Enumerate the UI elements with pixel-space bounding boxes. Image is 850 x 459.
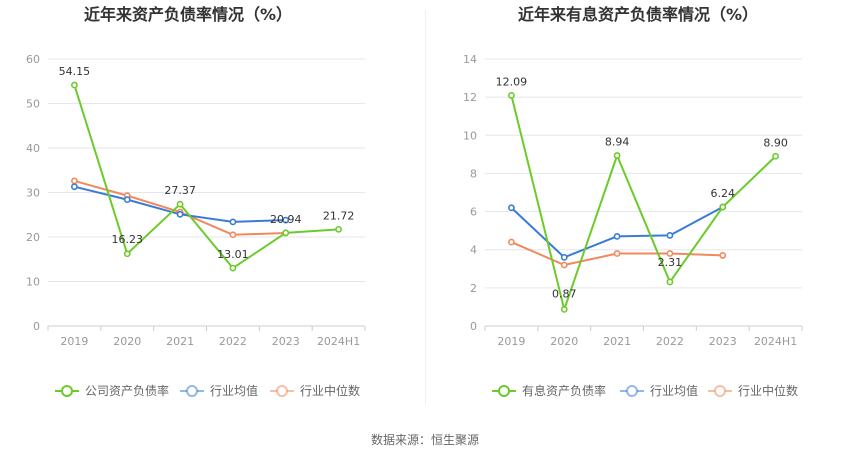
y-tick-label: 20 [26, 231, 40, 244]
x-tick-label: 2023 [709, 335, 737, 348]
panel-divider [425, 10, 426, 405]
data-point[interactable] [71, 183, 78, 191]
y-tick-label: 40 [26, 142, 40, 155]
legend-label: 行业均值 [210, 383, 258, 398]
data-point[interactable] [123, 196, 131, 204]
y-tick-label: 50 [26, 98, 40, 111]
data-label: 20.94 [270, 213, 302, 226]
y-tick-label: 4 [470, 244, 477, 257]
x-tick-label: 2019 [60, 335, 88, 348]
legend-item[interactable]: 行业均值 [620, 383, 698, 398]
data-point[interactable] [560, 306, 568, 313]
legend-label: 公司资产负债率 [85, 383, 169, 398]
data-label: 13.01 [217, 248, 249, 261]
data-point[interactable] [508, 92, 515, 99]
data-label: 6.24 [711, 187, 736, 200]
data-point[interactable] [613, 152, 621, 159]
data-point[interactable] [666, 232, 674, 239]
data-label: 8.94 [605, 136, 630, 149]
data-label: 27.37 [164, 184, 196, 197]
x-tick-label: 2019 [497, 335, 525, 348]
data-label: 12.09 [496, 75, 528, 88]
data-label: 8.90 [763, 136, 788, 149]
data-point[interactable] [772, 152, 779, 160]
y-tick-label: 10 [26, 276, 40, 289]
y-tick-label: 12 [463, 91, 477, 104]
legend-item[interactable]: 行业中位数 [270, 383, 360, 398]
y-tick-label: 6 [470, 206, 477, 219]
data-point[interactable] [560, 261, 568, 269]
data-point[interactable] [508, 238, 515, 246]
debt-ratio-chart: 近年来资产负债率情况（%） 0 10 20 30 40 50 60 2019 2020 2021 20… [26, 5, 366, 398]
data-point[interactable] [229, 264, 237, 272]
data-point[interactable] [719, 203, 727, 211]
chart-title: 近年来资产负债率情况（%） [84, 5, 292, 24]
y-tick-label: 60 [26, 53, 40, 66]
chart-panel-interest-debt-ratio: 近年来有息资产负债率情况（%） 0 2 4 6 8 10 12 14 2019 2020 2021 20… [425, 0, 850, 410]
legend-item[interactable]: 行业中位数 [708, 383, 798, 398]
legend-marker-icon [626, 385, 638, 397]
legend-label: 行业中位数 [738, 383, 798, 398]
data-source-note: 数据来源：恒生聚源 [370, 433, 479, 447]
data-point[interactable] [335, 225, 342, 233]
data-point[interactable] [176, 210, 184, 218]
y-tick-label: 0 [33, 320, 40, 333]
x-tick-label: 2021 [603, 335, 631, 348]
data-point[interactable] [613, 232, 621, 240]
data-point[interactable] [666, 278, 674, 286]
legend-marker-icon [276, 385, 288, 397]
y-tick-label: 30 [26, 187, 40, 200]
data-label: 0.87 [552, 287, 577, 300]
data-point[interactable] [719, 252, 727, 259]
legend-label: 有息资产负债率 [522, 383, 606, 398]
data-point[interactable] [666, 250, 674, 257]
legend-item[interactable]: 公司资产负债率 [55, 383, 169, 398]
y-tick-label: 2 [470, 282, 477, 295]
legend-item[interactable]: 行业均值 [180, 383, 258, 398]
legend-marker-icon [714, 385, 726, 397]
data-point[interactable] [176, 200, 184, 208]
x-tick-label: 2020 [113, 335, 141, 348]
x-tick-label: 2022 [219, 335, 247, 348]
data-point[interactable] [123, 250, 131, 258]
legend-label: 行业中位数 [300, 383, 360, 398]
interest-debt-ratio-chart: 近年来有息资产负债率情况（%） 0 2 4 6 8 10 12 14 2019 2020 2021 20… [463, 5, 803, 398]
legend-marker-icon [61, 385, 73, 397]
data-label: 16.23 [112, 233, 144, 246]
data-point[interactable] [229, 218, 237, 226]
series-line [73, 84, 339, 270]
data-label: 21.72 [323, 209, 355, 222]
data-label: 54.15 [59, 65, 91, 78]
x-tick-label: 2022 [656, 335, 684, 348]
data-point[interactable] [229, 231, 237, 239]
x-tick-label: 2024H1 [754, 335, 797, 348]
y-tick-label: 14 [463, 53, 477, 66]
data-point[interactable] [71, 81, 78, 89]
data-point[interactable] [282, 229, 290, 237]
data-point[interactable] [613, 250, 621, 257]
data-point[interactable] [560, 253, 568, 261]
y-tick-label: 8 [470, 167, 477, 180]
y-tick-label: 10 [463, 129, 477, 142]
legend-marker-icon [498, 385, 510, 397]
chart-title: 近年来有息资产负债率情况（%） [518, 5, 758, 24]
legend-marker-icon [186, 385, 198, 397]
data-point[interactable] [71, 177, 78, 185]
series-line [510, 95, 777, 311]
x-tick-label: 2020 [550, 335, 578, 348]
legend-item[interactable]: 有息资产负债率 [492, 383, 606, 398]
x-tick-label: 2023 [272, 335, 300, 348]
x-tick-label: 2024H1 [317, 335, 360, 348]
data-point[interactable] [508, 204, 515, 212]
x-tick-label: 2021 [166, 335, 194, 348]
data-point[interactable] [282, 216, 290, 224]
chart-panel-debt-ratio: 近年来资产负债率情况（%） 0 10 20 30 40 50 60 2019 2020 2021 20… [0, 0, 425, 410]
y-tick-label: 0 [470, 320, 477, 333]
legend-label: 行业均值 [650, 383, 698, 398]
data-label: 2.31 [658, 256, 683, 269]
